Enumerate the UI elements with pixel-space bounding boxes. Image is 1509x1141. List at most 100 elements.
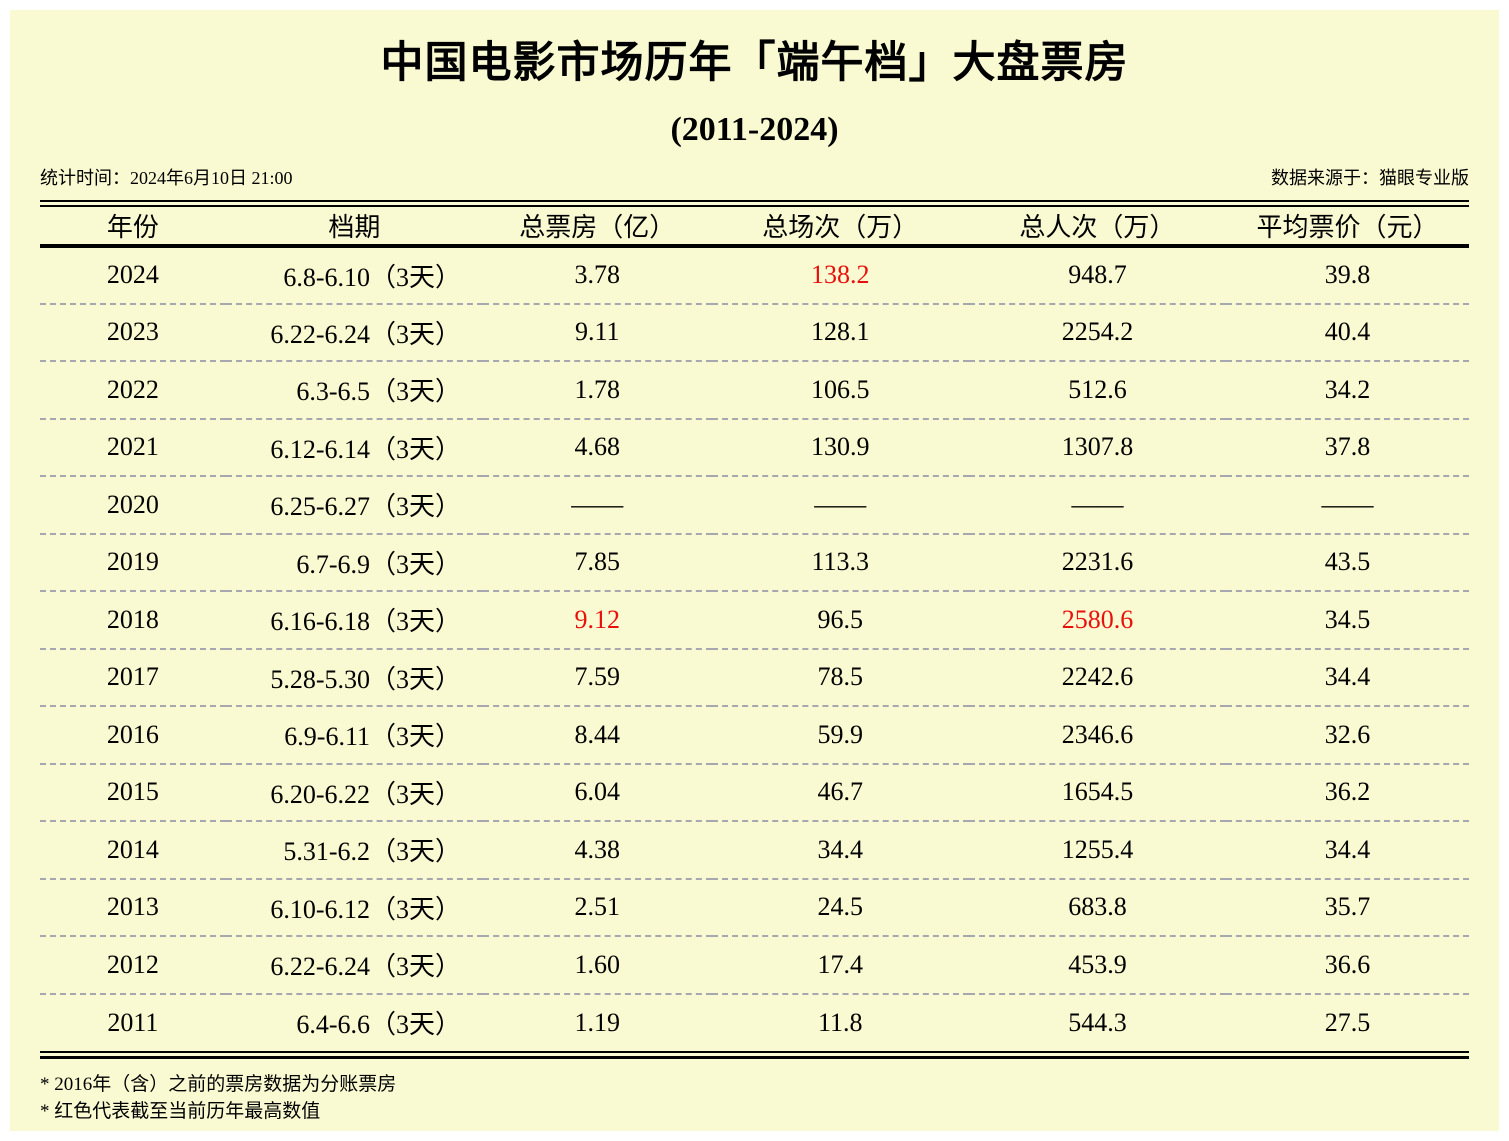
cell-gross: 8.44 (482, 706, 712, 765)
cell-admissions: 453.9 (968, 936, 1227, 995)
table-row-2021: 2021 6.12-6.14（3天） 4.68 130.9 1307.8 37.… (40, 418, 1469, 477)
cell-year: 2020 (40, 476, 226, 535)
footnote-revenue-sharing: * 2016年（含）之前的票房数据为分账票房 (40, 1074, 397, 1095)
cell-sessions: 24.5 (711, 878, 969, 937)
cell-avg-price: 34.5 (1226, 591, 1469, 650)
cell-sessions: 59.9 (711, 706, 969, 765)
cell-avg-price: 43.5 (1226, 533, 1469, 592)
cell-gross: 9.11 (482, 303, 712, 362)
col-header-sessions: 总场次（万） (711, 207, 969, 248)
cell-period: 5.28-5.30（3天） (225, 648, 483, 707)
cell-avg-price: 36.2 (1226, 763, 1469, 822)
cell-gross: 4.68 (482, 418, 712, 477)
table-row-2016: 2016 6.9-6.11（3天） 8.44 59.9 2346.6 32.6 (40, 706, 1469, 765)
cell-period: 6.9-6.11（3天） (225, 706, 483, 765)
col-header-gross: 总票房（亿） (482, 207, 712, 248)
cell-avg-price: 32.6 (1226, 706, 1469, 765)
cell-year: 2019 (40, 533, 226, 592)
cell-admissions: 2242.6 (968, 648, 1227, 707)
cell-admissions: 1307.8 (968, 418, 1227, 477)
cell-period: 6.25-6.27（3天） (225, 476, 483, 535)
cell-sessions: 17.4 (711, 936, 969, 995)
header-row: 年份 档期 总票房（亿） 总场次（万） 总人次（万） 平均票价（元） (40, 207, 1469, 248)
cell-avg-price: 34.4 (1226, 648, 1469, 707)
cell-avg-price: 39.8 (1226, 246, 1469, 305)
cell-period: 6.4-6.6（3天） (296, 1010, 461, 1040)
cell-sessions: 130.9 (711, 418, 969, 477)
table-row-2013: 2013 6.10-6.12（3天） 2.51 24.5 683.8 35.7 (40, 878, 1469, 937)
cell-gross: 1.60 (482, 936, 712, 995)
cell-avg-price: 37.8 (1226, 418, 1469, 477)
cell-sessions: 46.7 (711, 763, 969, 822)
cell-admissions: 2231.6 (968, 533, 1227, 592)
cell-gross: 3.78 (482, 246, 712, 305)
footnotes: * 2016年（含）之前的票房数据为分账票房 * 红色代表截至当前历年最高数值 (40, 1071, 1469, 1125)
cell-sessions: 106.5 (711, 361, 969, 420)
cell-sessions: 128.1 (711, 303, 969, 362)
cell-period: 6.7-6.9（3天） (225, 533, 483, 592)
cell-sessions: 113.3 (711, 533, 969, 592)
cell-admissions: 683.8 (968, 878, 1227, 937)
cell-sessions: 96.5 (711, 591, 969, 650)
cell-year: 2017 (40, 648, 226, 707)
cell-gross: 6.04 (482, 763, 712, 822)
cell-period: 6.16-6.18（3天） (225, 591, 483, 650)
cell-avg-price: 34.2 (1226, 361, 1469, 420)
col-header-year: 年份 (40, 207, 226, 248)
cell-gross: 1.19 (574, 1007, 621, 1037)
cell-sessions: 78.5 (711, 648, 969, 707)
cell-admissions: —— (968, 476, 1227, 535)
table-row-2015: 2015 6.20-6.22（3天） 6.04 46.7 1654.5 36.2 (40, 763, 1469, 822)
cell-admissions: 1654.5 (968, 763, 1227, 822)
table-row-2014: 2014 5.31-6.2（3天） 4.38 34.4 1255.4 34.4 (40, 821, 1469, 880)
table-row-2022: 2022 6.3-6.5（3天） 1.78 106.5 512.6 34.2 (40, 361, 1469, 420)
cell-admissions: 1255.4 (968, 821, 1227, 880)
col-header-admissions: 总人次（万） (968, 207, 1227, 248)
cell-period: 6.22-6.24（3天） (225, 303, 483, 362)
cell-year: 2018 (40, 591, 226, 650)
cell-avg-price: 27.5 (1324, 1007, 1371, 1037)
cell-period: 6.22-6.24（3天） (225, 936, 483, 995)
cell-avg-price: 40.4 (1226, 303, 1469, 362)
table-row-2024: 2024 6.8-6.10（3天） 3.78 138.2 948.7 39.8 (40, 246, 1469, 305)
cell-period: 6.12-6.14（3天） (225, 418, 483, 477)
meta-row: 统计时间：2024年6月10日 21:00 数据来源于：猫眼专业版 (40, 166, 1469, 190)
table-row-2018: 2018 6.16-6.18（3天） 9.12 96.5 2580.6 34.5 (40, 591, 1469, 650)
cell-sessions: 138.2 (711, 246, 969, 305)
cell-gross: —— (482, 476, 712, 535)
cell-admissions: 2254.2 (968, 303, 1227, 362)
cell-gross: 2.51 (482, 878, 712, 937)
cell-avg-price: 36.6 (1226, 936, 1469, 995)
cell-gross: 7.85 (482, 533, 712, 592)
cell-sessions: 11.8 (817, 1007, 863, 1037)
cell-period: 6.10-6.12（3天） (225, 878, 483, 937)
cell-gross: 1.78 (482, 361, 712, 420)
col-header-avg-price: 平均票价（元） (1226, 207, 1469, 248)
cell-period: 6.20-6.22（3天） (225, 763, 483, 822)
cell-year: 2016 (40, 706, 226, 765)
cell-avg-price: 35.7 (1226, 878, 1469, 937)
cell-admissions: 512.6 (968, 361, 1227, 420)
page-title: 中国电影市场历年「端午档」大盘票房 (380, 40, 1129, 87)
cell-year: 2014 (40, 821, 226, 880)
cell-period: 5.31-6.2（3天） (225, 821, 483, 880)
cell-gross: 4.38 (482, 821, 712, 880)
cell-avg-price: —— (1226, 476, 1469, 535)
table-row-2019: 2019 6.7-6.9（3天） 7.85 113.3 2231.6 43.5 (40, 533, 1469, 592)
cell-year: 2021 (40, 418, 226, 477)
cell-gross: 9.12 (482, 591, 712, 650)
cell-admissions: 2580.6 (968, 591, 1227, 650)
table-row-2020: 2020 6.25-6.27（3天） —— —— —— —— (40, 476, 1469, 535)
cell-admissions: 2346.6 (968, 706, 1227, 765)
cell-year: 2022 (40, 361, 226, 420)
table-row-2023: 2023 6.22-6.24（3天） 9.11 128.1 2254.2 40.… (40, 303, 1469, 362)
cell-period: 6.8-6.10（3天） (225, 246, 483, 305)
table-body: 2024 6.8-6.10（3天） 3.78 138.2 948.7 39.8 … (40, 246, 1469, 1051)
cell-period: 6.3-6.5（3天） (225, 361, 483, 420)
cell-year: 2015 (40, 763, 226, 822)
cell-gross: 7.59 (482, 648, 712, 707)
cell-avg-price: 34.4 (1226, 821, 1469, 880)
cell-sessions: —— (711, 476, 969, 535)
page-subtitle: (2011-2024) (670, 111, 839, 148)
